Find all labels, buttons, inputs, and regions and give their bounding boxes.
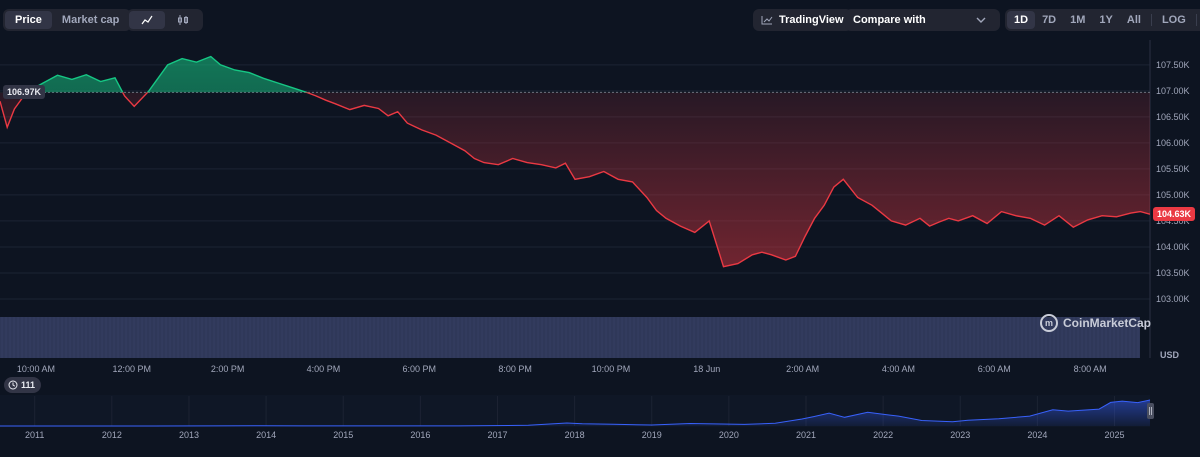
navigator-tick-label: 2019 <box>642 430 662 440</box>
tab-price[interactable]: Price <box>5 11 52 29</box>
x-tick-label: 8:00 AM <box>1074 364 1107 374</box>
log-scale-toggle[interactable]: LOG <box>1161 14 1186 26</box>
range-7d[interactable]: 7D <box>1042 14 1057 26</box>
y-tick-label: 103.00K <box>1156 294 1190 304</box>
chevron-down-icon <box>976 17 986 23</box>
history-icon <box>8 380 18 390</box>
price-line-down <box>0 92 1150 268</box>
reference-price-badge: 106.97K <box>3 85 46 100</box>
navigator-tick-label: 2012 <box>102 430 122 440</box>
more-divider <box>1195 14 1197 26</box>
current-price-badge: 104.63K <box>1153 207 1196 222</box>
x-tick-label: 12:00 PM <box>113 364 152 374</box>
compare-with-label: Compare with <box>853 14 926 26</box>
x-tick-label: 4:00 PM <box>307 364 341 374</box>
navigator-grid <box>34 396 1116 426</box>
tab-market-cap[interactable]: Market cap <box>61 14 120 26</box>
navigator-tick-label: 2013 <box>179 430 199 440</box>
navigator-tick-label: 2018 <box>565 430 585 440</box>
coinmarketcap-logo: m CoinMarketCap <box>1040 314 1151 332</box>
navigator-tick-label: 2015 <box>333 430 353 440</box>
chart-type-toggle <box>127 9 203 31</box>
y-tick-label: 106.00K <box>1156 138 1190 148</box>
y-tick-label: 107.50K <box>1156 60 1190 70</box>
y-axis: 103.00K103.50K104.00K104.50K105.00K105.5… <box>1156 60 1190 304</box>
volume-bars <box>0 317 1140 358</box>
range-divider <box>1150 14 1152 26</box>
y-tick-label: 105.50K <box>1156 164 1190 174</box>
range-all[interactable]: All <box>1126 14 1141 26</box>
navigator-tick-label: 2016 <box>410 430 430 440</box>
brand-label: CoinMarketCap <box>1063 316 1152 330</box>
events-toggle[interactable]: 111 <box>4 377 42 393</box>
navigator-tick-label: 2024 <box>1027 430 1047 440</box>
x-tick-label: 10:00 PM <box>592 364 631 374</box>
navigator-tick-label: 2014 <box>256 430 276 440</box>
area-below-reference <box>0 92 1150 267</box>
navigator-area <box>0 400 1150 426</box>
navigator-handle[interactable] <box>1147 403 1154 419</box>
metric-toggle: Price Market cap <box>3 9 132 31</box>
tradingview-button[interactable]: TradingView <box>753 9 852 31</box>
range-1d[interactable]: 1D <box>1007 11 1036 29</box>
range-1y[interactable]: 1Y <box>1099 14 1113 26</box>
tradingview-icon <box>761 16 773 25</box>
navigator-tick-label: 2020 <box>719 430 739 440</box>
navigator-tick-label: 2011 <box>25 430 44 440</box>
tradingview-label: TradingView <box>779 14 844 26</box>
navigator-tick-label: 2017 <box>487 430 507 440</box>
navigator-line <box>0 399 1151 427</box>
chart-toolbar: Price Market cap TradingView Compare wit… <box>0 0 1200 40</box>
currency-label: USD <box>1160 350 1180 360</box>
x-tick-label: 2:00 AM <box>786 364 819 374</box>
x-tick-label: 4:00 AM <box>882 364 915 374</box>
area-above-reference <box>26 56 307 93</box>
x-tick-label: 10:00 AM <box>17 364 55 374</box>
navigator-tick-label: 2025 <box>1105 430 1125 440</box>
y-tick-label: 107.00K <box>1156 86 1190 96</box>
navigator-tick-label: 2021 <box>796 430 816 440</box>
x-tick-label: 2:00 PM <box>211 364 245 374</box>
y-tick-label: 104.00K <box>1156 242 1190 252</box>
x-tick-label: 8:00 PM <box>498 364 532 374</box>
navigator-tick-label: 2023 <box>950 430 970 440</box>
candlestick-icon[interactable] <box>165 11 201 29</box>
y-tick-label: 103.50K <box>1156 268 1190 278</box>
x-axis: 10:00 AM 12:00 PM 2:00 PM 4:00 PM 6:00 PM 8:0… <box>17 364 1107 374</box>
y-tick-label: 105.00K <box>1156 190 1190 200</box>
coinmarketcap-icon: m <box>1040 314 1058 332</box>
y-tick-label: 106.50K <box>1156 112 1190 122</box>
navigator-x-axis: 2011 2012 2013 2014 2015 2016 2017 2018 2019 2020… <box>25 430 1125 440</box>
navigator-tick-label: 2022 <box>873 430 893 440</box>
x-tick-label: 6:00 AM <box>978 364 1011 374</box>
x-tick-label: 6:00 PM <box>403 364 437 374</box>
x-tick-label: 18 Jun <box>693 364 720 374</box>
line-chart-icon[interactable] <box>129 11 165 29</box>
range-1m[interactable]: 1M <box>1070 14 1086 26</box>
range-toggle: 1D 7D 1M 1Y All LOG ··· <box>1005 9 1200 31</box>
price-line-up <box>25 55 309 93</box>
events-count: 111 <box>21 380 36 390</box>
compare-with-dropdown[interactable]: Compare with <box>845 9 1000 31</box>
